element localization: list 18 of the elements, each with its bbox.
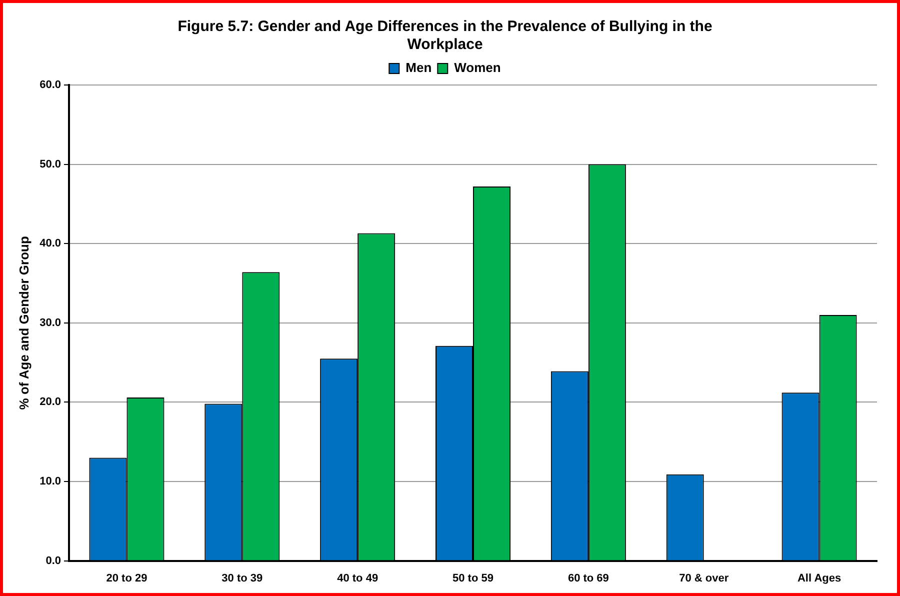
x-tick-label: 30 to 39 bbox=[222, 572, 263, 584]
y-axis-title: % of Age and Gender Group bbox=[16, 236, 32, 410]
x-tick-label: All Ages bbox=[797, 572, 842, 584]
y-tick-label: 0.0 bbox=[46, 554, 62, 567]
x-tick-label: 50 to 59 bbox=[452, 572, 494, 584]
y-tick-label: 30.0 bbox=[40, 316, 62, 329]
chart-title: Figure 5.7: Gender and Age Differences in the Prevalence of Bullying in the Workplace bbox=[178, 18, 712, 54]
y-tick-label: 50.0 bbox=[40, 158, 62, 170]
x-tick-label: 60 to 69 bbox=[568, 572, 609, 584]
x-tick-label: 20 to 29 bbox=[106, 572, 148, 584]
y-tick-label: 60.0 bbox=[40, 79, 62, 92]
legend-label: Women bbox=[454, 60, 501, 76]
legend-label: Men bbox=[406, 60, 432, 76]
y-tick-label: 20.0 bbox=[40, 396, 62, 408]
y-tick-label: 40.0 bbox=[40, 238, 62, 250]
x-tick-label: 40 to 49 bbox=[337, 572, 378, 584]
y-tick-label: 10.0 bbox=[40, 476, 62, 488]
x-tick-label: 70 & over bbox=[679, 572, 730, 584]
